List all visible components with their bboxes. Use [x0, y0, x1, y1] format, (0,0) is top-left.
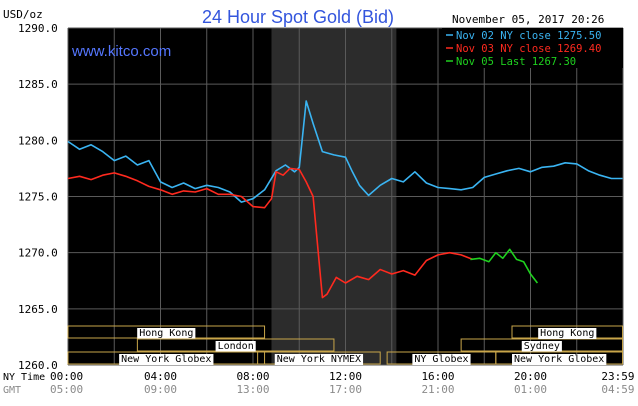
x-tick-label: 01:00: [514, 383, 547, 396]
session-label: New York Globex: [121, 354, 211, 365]
x-tick-label: 08:00: [236, 370, 269, 383]
legend-entry: Nov 03 NY close 1269.40: [456, 43, 601, 55]
y-tick-label: 1260.0: [18, 359, 58, 372]
x-tick-label: 16:00: [421, 370, 454, 383]
x-tick-label: 09:00: [144, 383, 177, 396]
session-label: New York NYMEX: [277, 354, 361, 365]
y-tick-label: 1290.0: [18, 22, 58, 35]
legend-box: [442, 28, 623, 68]
session-label: Sydney: [524, 341, 560, 352]
y-tick-label: 1280.0: [18, 134, 58, 147]
session-label: New York Globex: [514, 354, 604, 365]
session-label-bg: [215, 341, 256, 352]
session-label-bg: [274, 354, 364, 365]
x-tick-label: 00:00: [50, 370, 83, 383]
session-label: Hong Kong: [540, 328, 594, 339]
session-label-bg: [538, 328, 597, 339]
x-row-label: GMT: [3, 385, 21, 396]
x-tick-label: 13:00: [236, 383, 269, 396]
date-label: November 05, 2017 20:26: [452, 13, 604, 26]
session-label-bg: [521, 341, 562, 352]
x-tick-label: 12:00: [329, 370, 362, 383]
x-tick-label: 21:00: [421, 383, 454, 396]
session-label-bg: [119, 354, 214, 365]
session-label-bg: [412, 354, 471, 365]
y-tick-label: 1275.0: [18, 191, 58, 204]
x-tick-label: 05:00: [50, 383, 83, 396]
trading-sessions: Hong Kong London New York Globex New York N…: [67, 325, 624, 365]
series-line-1: [67, 100, 623, 203]
x-axis-ticks: NY Time 00:00 04:00 08:00 12:00 16:00 20:00 23:…: [3, 370, 635, 396]
x-row-label: NY Time: [3, 372, 45, 383]
x-tick-label: 04:59: [601, 383, 634, 396]
legend-entry: Nov 02 NY close 1275.50: [456, 30, 601, 42]
session-label: NY Globex: [414, 354, 468, 365]
x-tick-label: 17:00: [329, 383, 362, 396]
y-tick-label: 1265.0: [18, 303, 58, 316]
x-tick-label: 20:00: [514, 370, 547, 383]
price-series: [67, 100, 623, 299]
y-tick-label: 1285.0: [18, 78, 58, 91]
session-label: Hong Kong: [139, 328, 193, 339]
series-line-3: [470, 248, 539, 284]
session-label: London: [218, 341, 254, 352]
chart-title: 24 Hour Spot Gold (Bid): [202, 7, 394, 27]
y-axis-ticks: 1290.0 1285.0 1280.0 1275.0 1270.0 1265.0 1260…: [18, 22, 58, 372]
y-tick-label: 1270.0: [18, 247, 58, 260]
session-label-bg: [137, 328, 196, 339]
session-label-bg: [512, 354, 607, 365]
legend-entry: Nov 05 Last 1267.30: [456, 56, 576, 68]
y-axis-unit: USD/oz: [3, 8, 43, 21]
brand-label: www.kitco.com: [71, 43, 171, 60]
series-line-2: [67, 167, 473, 299]
grid: [67, 27, 624, 366]
x-tick-label: 04:00: [144, 370, 177, 383]
x-tick-label: 23:59: [601, 370, 634, 383]
